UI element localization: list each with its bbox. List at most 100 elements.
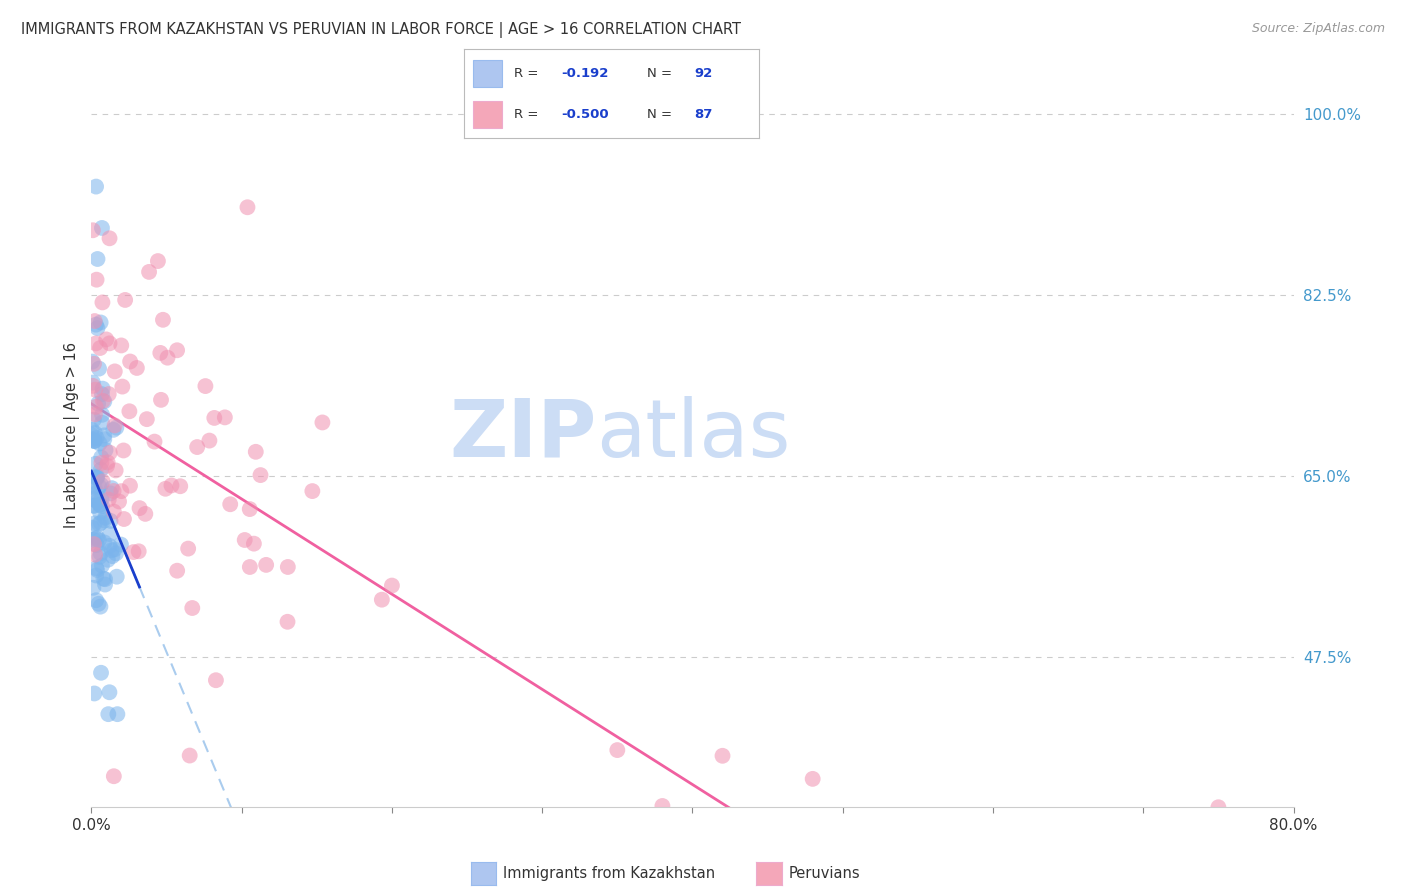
Point: [91, 393, 114, 408]
Point: [118, 479, 141, 493]
Point: [83, 533, 105, 547]
Point: [90, 477, 112, 491]
Point: [104, 546, 127, 560]
Point: [236, 200, 259, 214]
Point: [86, 252, 108, 266]
Point: [97, 387, 120, 401]
Point: [86, 563, 108, 577]
Text: Peruvians: Peruvians: [789, 866, 860, 880]
Point: [86, 538, 108, 552]
Point: [90, 463, 112, 477]
Point: [110, 338, 132, 352]
Point: [93, 432, 115, 446]
Point: [91, 221, 114, 235]
Point: [89, 436, 111, 450]
Point: [179, 748, 201, 763]
Point: [87, 397, 110, 411]
Point: [103, 769, 125, 783]
Point: [83, 412, 105, 426]
Point: [371, 592, 394, 607]
Point: [100, 543, 122, 558]
Point: [96, 458, 118, 473]
Point: [82, 354, 104, 368]
Point: [98, 539, 121, 553]
Point: [160, 478, 183, 492]
Point: [98, 231, 121, 245]
Point: [84, 407, 107, 421]
Point: [83, 516, 105, 531]
Point: [94, 510, 117, 524]
Point: [82, 581, 104, 595]
Text: Source: ZipAtlas.com: Source: ZipAtlas.com: [1251, 22, 1385, 36]
Point: [104, 418, 127, 433]
Point: [89, 341, 111, 355]
Point: [105, 420, 128, 434]
Point: [90, 316, 112, 330]
Text: 92: 92: [695, 67, 713, 79]
Point: [239, 502, 262, 516]
Point: [91, 295, 114, 310]
Point: [83, 357, 105, 371]
Text: R =: R =: [515, 67, 543, 79]
Point: [114, 293, 136, 307]
Point: [87, 597, 110, 611]
Point: [128, 544, 150, 558]
Point: [103, 483, 125, 498]
Point: [97, 707, 120, 722]
Bar: [472, 101, 502, 128]
Text: 87: 87: [695, 108, 713, 120]
Point: [93, 535, 115, 549]
Point: [82, 379, 104, 393]
Point: [103, 504, 125, 518]
Point: [96, 333, 118, 347]
Bar: [472, 60, 502, 87]
Point: [84, 532, 107, 546]
Point: [118, 404, 141, 418]
Point: [104, 463, 127, 477]
Point: [125, 361, 148, 376]
Point: [219, 497, 242, 511]
Point: [82, 376, 104, 390]
Point: [83, 434, 105, 448]
Point: [233, 533, 256, 547]
Point: [91, 408, 114, 422]
Point: [128, 501, 150, 516]
Point: [89, 506, 111, 520]
Point: [93, 394, 115, 409]
Point: [100, 481, 122, 495]
Point: [91, 475, 114, 489]
Text: R =: R =: [515, 108, 543, 120]
Point: [91, 499, 114, 513]
Point: [155, 482, 177, 496]
Point: [149, 346, 172, 360]
Point: [89, 498, 111, 512]
Text: -0.500: -0.500: [561, 108, 609, 120]
Point: [134, 507, 156, 521]
Point: [90, 516, 112, 530]
Point: [276, 615, 298, 629]
Point: [84, 400, 107, 414]
Point: [105, 570, 128, 584]
Point: [86, 494, 108, 508]
Point: [91, 382, 114, 396]
Point: [104, 364, 127, 378]
Point: [120, 354, 142, 368]
Point: [94, 572, 117, 586]
Point: [606, 743, 628, 757]
Point: [194, 379, 217, 393]
Point: [202, 411, 225, 425]
Point: [86, 321, 108, 335]
Y-axis label: In Labor Force | Age > 16: In Labor Force | Age > 16: [65, 342, 80, 528]
Point: [80, 428, 103, 442]
Point: [801, 772, 824, 786]
Point: [86, 471, 108, 485]
Point: [98, 336, 121, 351]
Point: [101, 549, 124, 563]
Point: [143, 434, 166, 449]
Point: [83, 425, 105, 440]
Point: [86, 469, 108, 483]
Text: IMMIGRANTS FROM KAZAKHSTAN VS PERUVIAN IN LABOR FORCE | AGE > 16 CORRELATION CHA: IMMIGRANTS FROM KAZAKHSTAN VS PERUVIAN I…: [21, 22, 741, 38]
Point: [150, 392, 173, 407]
Point: [84, 179, 107, 194]
Point: [86, 431, 108, 445]
